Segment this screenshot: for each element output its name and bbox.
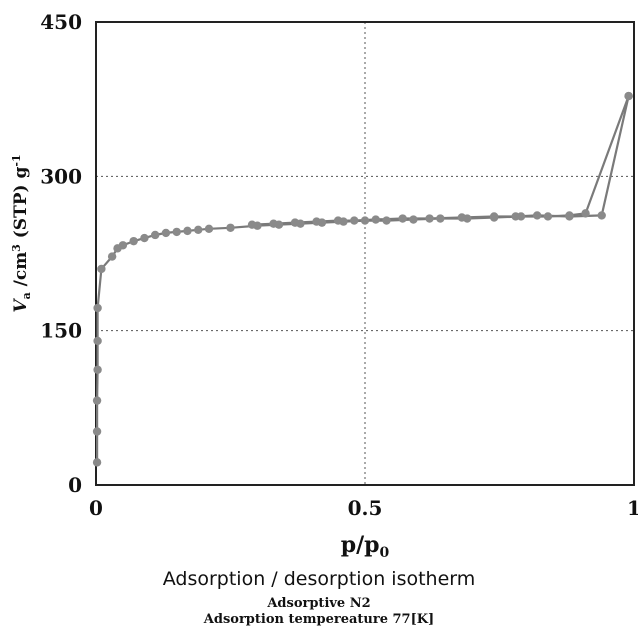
data-point — [290, 218, 300, 227]
data-point — [581, 209, 590, 218]
y-axis-label-unit2: (STP) g — [11, 167, 31, 245]
series-line-desorption — [251, 95, 630, 226]
x-tick-label: 0.5 — [348, 496, 383, 520]
x-axis-label-subscript: 0 — [380, 545, 390, 561]
caption-title: Adsorption / desorption isotherm — [162, 568, 476, 590]
y-axis-label-sup-neg1: -1 — [10, 154, 23, 166]
data-point — [436, 214, 445, 223]
data-point — [194, 225, 203, 235]
data-point — [333, 216, 343, 225]
data-point — [511, 212, 520, 221]
data-point — [371, 215, 380, 224]
data-point — [140, 233, 149, 243]
data-point — [129, 236, 138, 246]
data-point — [92, 396, 102, 405]
data-point — [597, 211, 606, 220]
caption-adsorptive: Adsorptive N2 — [267, 596, 371, 611]
data-point — [93, 303, 102, 313]
y-tick-label: 150 — [40, 319, 82, 343]
data-point — [457, 213, 467, 222]
data-point — [425, 214, 434, 223]
data-point — [204, 224, 214, 234]
data-point — [360, 216, 370, 225]
tick-labels: 0 0.5 1 0 150 300 450 — [40, 10, 638, 520]
data-point — [350, 216, 359, 225]
data-point — [247, 220, 257, 229]
data-point — [93, 336, 102, 346]
x-tick-label: 1 — [627, 496, 638, 520]
data-point — [409, 215, 418, 224]
data-point — [92, 458, 102, 467]
data-point — [183, 226, 192, 236]
data-point — [312, 217, 321, 226]
data-point — [226, 223, 235, 232]
series-line-adsorption — [95, 95, 630, 463]
data-point — [624, 91, 633, 101]
y-tick-label: 300 — [40, 164, 82, 188]
data-point — [489, 212, 499, 221]
y-tick-label: 450 — [40, 10, 82, 34]
plot-frame — [95, 21, 635, 486]
data-point — [92, 427, 102, 436]
y-tick-label: 0 — [68, 473, 82, 497]
data-point — [150, 230, 160, 240]
data-point — [269, 219, 278, 228]
data-point — [97, 264, 106, 274]
y-axis-label-unit1: /cm — [11, 252, 31, 292]
caption-temperature: Adsorption tempereature 77[K] — [203, 612, 435, 627]
y-axis-label-sup-3: 3 — [10, 244, 23, 252]
y-axis-label-sub-a: a — [20, 292, 33, 299]
x-tick-label: 0 — [89, 496, 103, 520]
data-point — [93, 365, 102, 374]
data-point — [172, 227, 181, 237]
y-axis-label: Va /cm3 (STP) g-1 — [10, 154, 33, 312]
data-point — [118, 241, 128, 250]
grid-lines — [96, 22, 634, 485]
data-point — [565, 212, 574, 221]
data-point — [398, 214, 407, 223]
data-point — [107, 252, 117, 261]
data-point — [532, 211, 542, 220]
x-axis-label: p/p0 — [341, 532, 390, 561]
y-axis-label-v: V — [11, 298, 31, 313]
data-point — [382, 216, 391, 225]
data-point — [543, 212, 553, 221]
data-series — [92, 91, 633, 467]
x-axis-label-main: p/p — [341, 532, 380, 558]
data-point — [161, 228, 171, 238]
